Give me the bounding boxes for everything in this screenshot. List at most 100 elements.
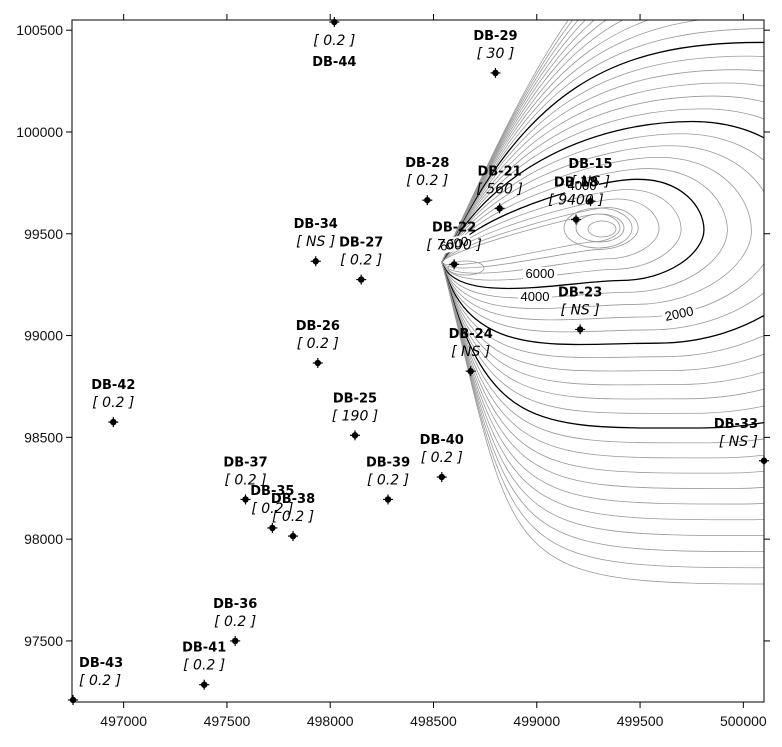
y-tick-label: 98000: [24, 531, 63, 547]
well-name-label: DB-27: [339, 236, 383, 251]
well-value-label: [ 0.2 ]: [340, 253, 382, 269]
well-name-label: DB-18: [554, 176, 598, 191]
well-name-label: DB-21: [478, 164, 522, 179]
well-marker: [242, 496, 249, 503]
x-tick-label: 497000: [100, 713, 147, 729]
contour-line: [441, 20, 764, 553]
well-db-36: DB-36 [ 0.2 ]: [213, 597, 257, 646]
well-name-label: DB-40: [420, 433, 464, 448]
well-name-label: DB-43: [79, 656, 123, 671]
x-tick-label: 497500: [204, 713, 251, 729]
well-value-label: [ 0.2 ]: [214, 614, 256, 630]
well-marker: [110, 418, 117, 426]
contour-label-bg: [661, 303, 698, 325]
well-name-label: DB-36: [213, 597, 257, 612]
contour-line-major: [441, 120, 764, 346]
well-name-label: DB-38: [271, 492, 315, 507]
concentration-contours: [441, 20, 764, 585]
well-marker: [69, 696, 77, 704]
contour-label: 4000: [568, 178, 597, 193]
well-marker: [314, 359, 322, 367]
well-marker: [587, 197, 594, 205]
contour-labels: 2000 4000 6000 4000 6000: [436, 178, 698, 325]
well-marker: [576, 326, 584, 333]
well-db-39: DB-39 [ 0.2 ]: [366, 455, 410, 505]
well-value-label: [ 0.2 ]: [272, 509, 314, 525]
well-marker: [450, 261, 458, 268]
well-marker: [312, 258, 319, 265]
well-marker: [269, 524, 276, 532]
contour-label-bg: [565, 179, 599, 193]
well-marker: [438, 473, 445, 481]
well-db-43: DB-43 [ 0.2 ]: [68, 656, 123, 705]
well-name-label: DB-29: [473, 29, 517, 44]
well-db-33: DB-33 [ NS ]: [714, 417, 769, 466]
contour-line: [441, 28, 764, 444]
x-tick-label: 498000: [307, 713, 354, 729]
well-marker: [231, 637, 239, 645]
well-db-41: DB-41 [ 0.2 ]: [182, 641, 226, 690]
well-db-21: DB-21 [ 560 ]: [476, 164, 523, 214]
y-tick-label: 100500: [16, 22, 63, 38]
y-tick-label: 99000: [24, 328, 63, 344]
contour-label-bg: [518, 290, 552, 304]
well-marker: [384, 496, 392, 503]
well-marker: [492, 69, 499, 77]
well-marker: [357, 276, 365, 283]
well-db-26: DB-26 [ 0.2 ]: [296, 319, 340, 369]
well-value-label: [ NS ]: [451, 344, 490, 360]
well-value-label: [ NS ]: [561, 302, 600, 318]
contour-line: [441, 20, 764, 521]
x-tick-label: 499000: [513, 713, 560, 729]
well-marker: [201, 681, 208, 688]
well-value-label: [ 0.2 ]: [224, 472, 266, 488]
well-marker: [467, 367, 474, 375]
contour-line: [441, 20, 764, 474]
well-db-28: DB-28 [ 0.2 ]: [405, 156, 449, 206]
contour-line-major: [441, 178, 705, 290]
contour-label: 6000: [438, 233, 469, 254]
well-value-label: [ 7600 ]: [426, 237, 481, 253]
well-db-44: DB-44 [ 0.2 ]: [312, 17, 356, 70]
well-db-29: DB-29 [ 30 ]: [473, 29, 518, 78]
contour-line: [441, 213, 621, 266]
contour-label: 4000: [521, 289, 550, 304]
contour-line: [441, 69, 764, 400]
well-name-label: DB-37: [223, 455, 267, 470]
contour-line: [441, 108, 764, 358]
well-value-label: [ 0.2 ]: [92, 395, 134, 411]
well-value-label: [ NS ]: [296, 234, 335, 250]
well-db-25: DB-25 [ 190 ]: [332, 391, 379, 441]
well-value-label: [ 0.2 ]: [406, 173, 448, 189]
well-value-label: [ 190 ]: [332, 408, 379, 424]
contour-label-bg: [523, 267, 557, 281]
well-db-23: DB-23 [ NS ]: [558, 285, 602, 335]
axes: 497000 497500 498000 498500 499000 499500 5000…: [16, 14, 770, 729]
contour-line: [441, 156, 752, 309]
well-db-27: DB-27 [ 0.2 ]: [339, 236, 383, 285]
well-value-label: [ 0.2 ]: [79, 673, 121, 689]
contour-line: [441, 145, 764, 321]
well-name-label: DB-28: [405, 156, 449, 171]
contour-line: [587, 220, 617, 238]
well-db-35: DB-35 [ 0.2 ]: [250, 484, 294, 533]
well-name-label: DB-35: [250, 484, 294, 499]
well-value-label: [ 0.2 ]: [297, 336, 339, 352]
well-marker: [572, 216, 580, 223]
x-tick-label: 499500: [617, 713, 664, 729]
well-db-40: DB-40 [ 0.2 ]: [420, 433, 464, 483]
x-tick-label: 500000: [720, 713, 767, 729]
well-value-label: [ 0.2 ]: [421, 450, 463, 466]
well-name-label: DB-44: [312, 55, 356, 70]
well-marker: [331, 18, 338, 26]
contour-line: [441, 133, 764, 333]
contour-line: [441, 20, 764, 459]
well-marker: [496, 205, 503, 212]
well-value-label: [ NS ]: [719, 434, 758, 450]
contour-line: [441, 55, 764, 414]
contour-line: [563, 207, 633, 249]
well-value-label: [ 560 ]: [476, 181, 523, 197]
well-db-42: DB-42 [ 0.2 ]: [91, 378, 135, 428]
well-name-label: DB-26: [296, 319, 340, 334]
